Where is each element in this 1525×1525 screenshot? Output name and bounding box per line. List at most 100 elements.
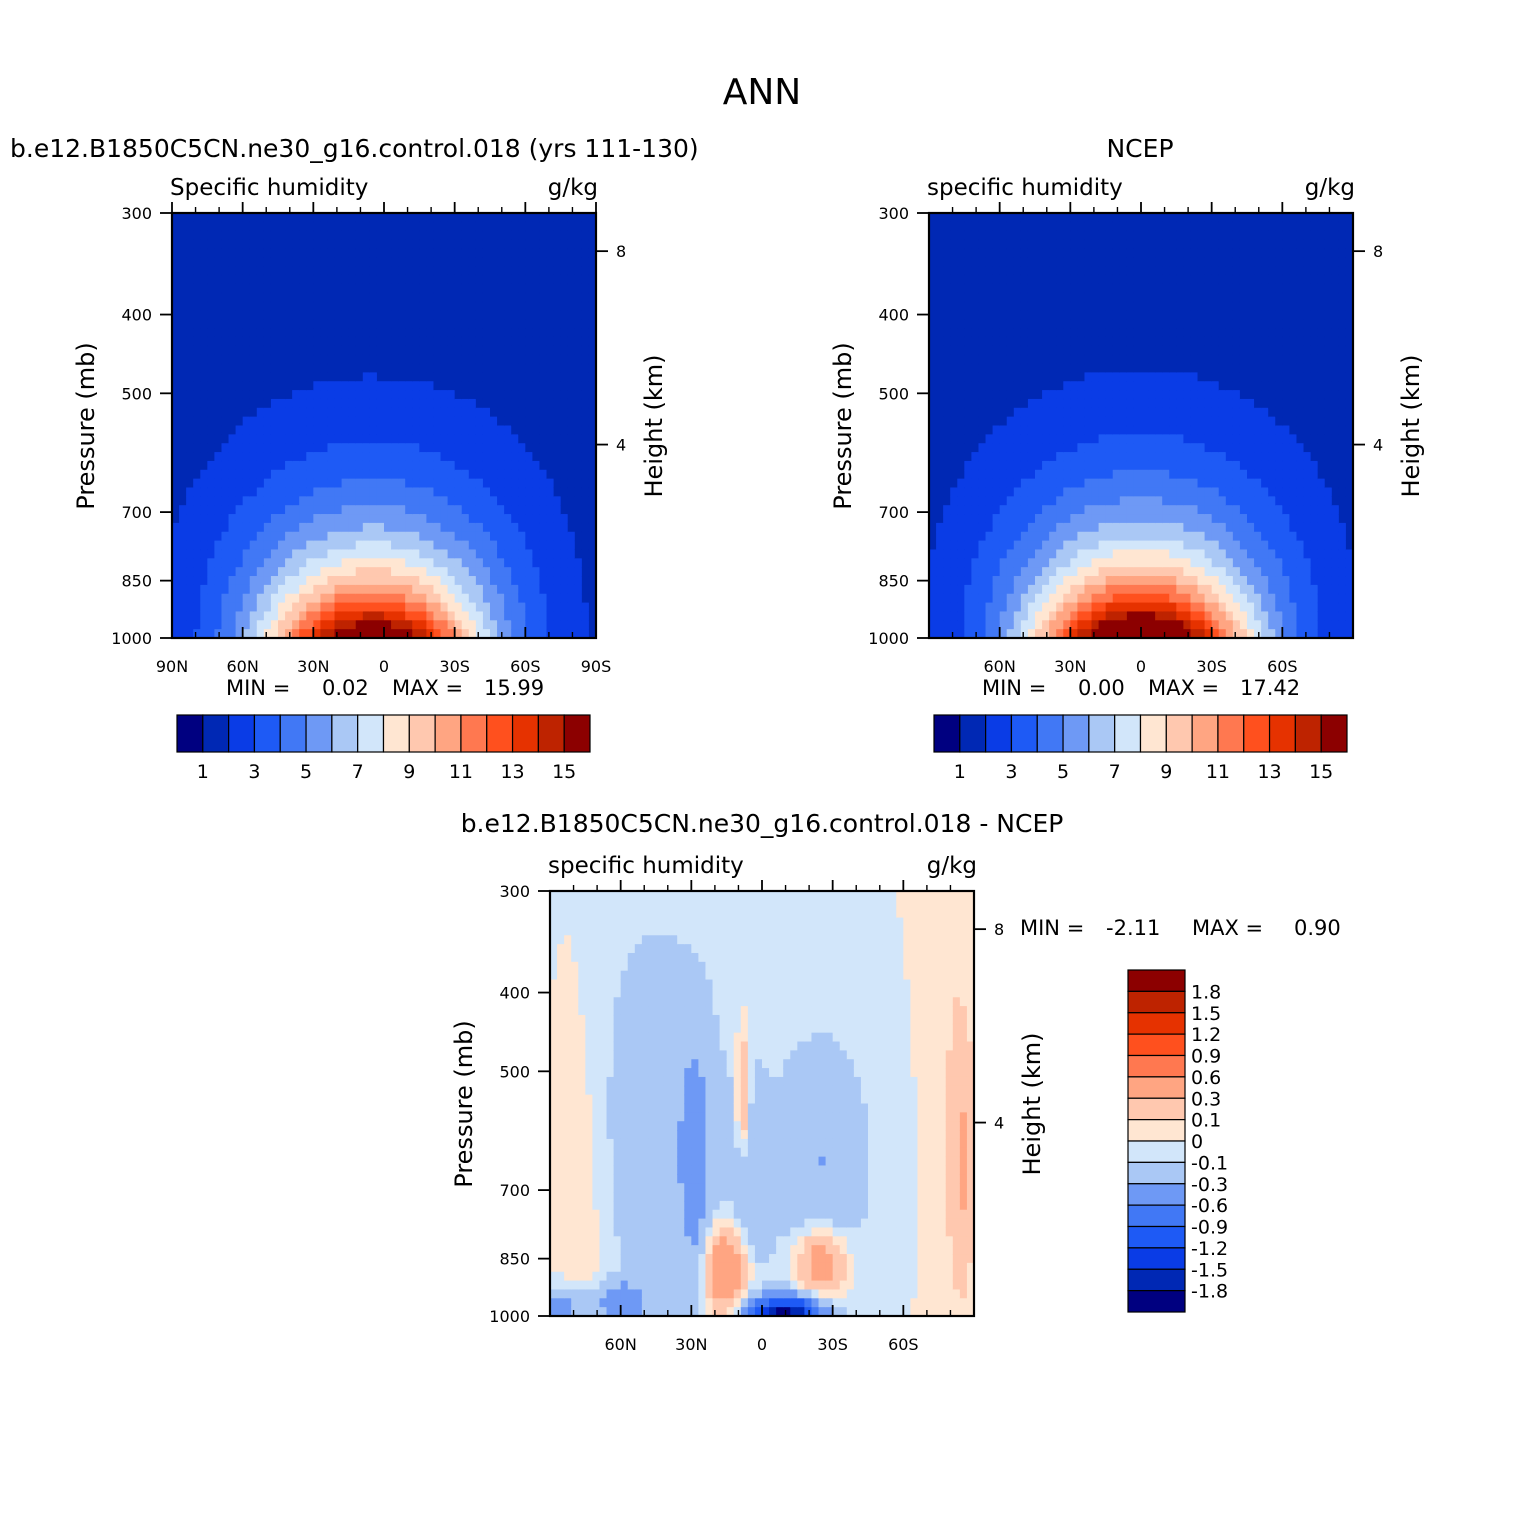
contour-cell — [525, 452, 533, 462]
contour-cell — [1013, 460, 1022, 471]
contour-cell — [1049, 522, 1057, 533]
contour-cell — [985, 230, 994, 241]
contour-cell — [270, 469, 279, 480]
contour-cell — [249, 354, 258, 365]
contour-cell — [1169, 602, 1177, 613]
contour-cell — [1211, 514, 1220, 524]
contour-cell — [179, 584, 187, 595]
contour-cell — [447, 611, 456, 621]
contour-cell — [490, 319, 498, 329]
contour-cell — [256, 522, 265, 533]
contour-cell — [1035, 292, 1043, 303]
contour-cell — [567, 531, 576, 542]
contour-cell — [292, 478, 300, 489]
contour-cell — [539, 602, 548, 613]
contour-cell — [1042, 505, 1050, 515]
contour-cell — [200, 514, 208, 524]
panel-model: b.e12.B1850C5CN.ne30_g16.control.018 (yr… — [10, 134, 699, 783]
contour-cell — [1084, 381, 1093, 391]
contour-cell — [341, 549, 350, 559]
contour-cell — [405, 478, 413, 489]
contour-cell — [950, 381, 958, 391]
contour-cell — [256, 407, 265, 418]
contour-cell — [532, 620, 541, 630]
contour-cell — [511, 345, 519, 356]
contour-cell — [200, 496, 208, 506]
contour-cell — [249, 611, 258, 621]
contour-cell — [525, 345, 533, 356]
contour-cell — [172, 381, 180, 391]
contour-cell — [355, 345, 364, 356]
contour-cell — [179, 611, 187, 621]
contour-cell — [1084, 407, 1093, 418]
contour-cell — [1098, 301, 1107, 311]
contour-cell — [1148, 283, 1156, 294]
contour-cell — [228, 381, 237, 391]
contour-cell — [228, 345, 237, 356]
contour-cell — [249, 505, 258, 515]
contour-cell — [179, 372, 187, 382]
contour-cell — [426, 505, 435, 515]
contour-cell — [1176, 567, 1184, 577]
contour-cell — [1105, 319, 1114, 329]
contour-cell — [320, 328, 329, 338]
contour-cell — [263, 363, 272, 373]
contour-cell — [992, 514, 1001, 524]
contour-cell — [256, 221, 265, 232]
contour-cell — [1162, 274, 1170, 285]
contour-cell — [1098, 257, 1107, 267]
contour-cell — [313, 266, 321, 276]
contour-cell — [1190, 213, 1199, 223]
contour-cell — [964, 398, 972, 409]
contour-cell — [433, 390, 442, 400]
contour-cell — [539, 248, 548, 258]
contour-cell — [957, 310, 965, 320]
contour-cell — [440, 381, 449, 391]
contour-cell — [1077, 496, 1086, 506]
contour-cell — [207, 248, 215, 258]
contour-cell — [1204, 514, 1213, 524]
contour-cell — [186, 416, 194, 427]
contour-cell — [454, 522, 463, 533]
contour-cell — [574, 266, 583, 276]
contour-cell — [1056, 558, 1064, 568]
contour-cell — [228, 567, 237, 577]
contour-cell — [320, 310, 329, 320]
contour-cell — [560, 230, 569, 241]
contour-cell — [384, 398, 392, 409]
contour-cell — [348, 310, 357, 320]
contour-cell — [581, 283, 590, 294]
contour-cell — [1006, 390, 1015, 400]
contour-cell — [193, 354, 201, 365]
contour-cell — [1070, 398, 1078, 409]
contour-cell — [518, 363, 526, 373]
contour-cell — [355, 469, 364, 480]
contour-cell — [950, 443, 958, 453]
contour-cell — [1119, 522, 1128, 533]
contour-cell — [1218, 549, 1227, 559]
contour-cell — [426, 434, 435, 444]
contour-cell — [992, 522, 1001, 533]
contour-cell — [539, 531, 548, 542]
contour-cell — [313, 469, 321, 480]
contour-cell — [1112, 363, 1121, 373]
contour-cell — [1056, 496, 1064, 506]
contour-cell — [278, 292, 286, 303]
contour-cell — [1091, 629, 1100, 639]
contour-cell — [440, 390, 449, 400]
contour-cell — [560, 319, 569, 329]
contour-cell — [1190, 345, 1199, 356]
contour-cell — [1126, 558, 1135, 568]
contour-cell — [567, 248, 576, 258]
contour-cell — [1077, 213, 1086, 223]
contour-cell — [1190, 310, 1199, 320]
contour-cell — [1006, 443, 1015, 453]
contour-cell — [207, 266, 215, 276]
contour-cell — [214, 230, 223, 241]
contour-cell — [1027, 602, 1036, 613]
contour-cell — [249, 584, 258, 595]
contour-cell — [334, 443, 343, 453]
contour-cell — [1070, 354, 1078, 365]
contour-cell — [348, 522, 357, 533]
contour-cell — [256, 602, 265, 613]
